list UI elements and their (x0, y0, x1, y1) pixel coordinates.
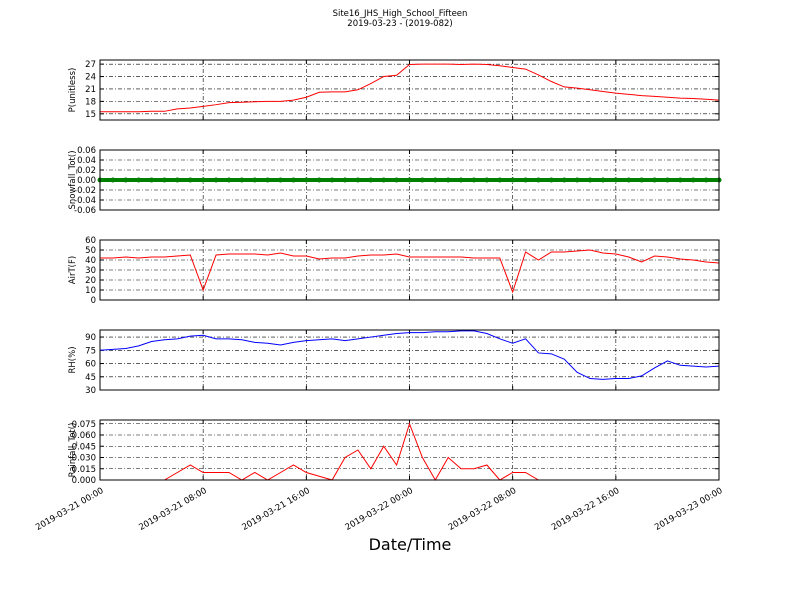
y-tick-label: 24 (85, 73, 96, 83)
data-point (497, 177, 503, 183)
plot-frame (99, 239, 720, 301)
y-tick-label: 21 (85, 85, 96, 95)
y-tick-label: -0.04 (74, 196, 96, 206)
data-point (587, 177, 593, 183)
y-tick-label: 20 (85, 276, 96, 286)
y-axis-label: P(unitless) (68, 68, 78, 113)
y-tick-label: 0.015 (72, 465, 96, 475)
data-point (174, 177, 180, 183)
plot-frame (99, 59, 720, 121)
data-point (535, 177, 541, 183)
y-tick-label: 30 (85, 266, 96, 276)
data-point (394, 177, 400, 183)
data-point (445, 177, 451, 183)
data-point (381, 177, 387, 183)
y-tick-label: 0.02 (77, 166, 96, 176)
x-axis-label: Date/Time (369, 535, 452, 554)
chart-title: Site16_JHS_High_School_Fifteen (333, 9, 468, 19)
y-tick-label: -0.06 (74, 206, 96, 216)
data-point (484, 177, 490, 183)
data-point (407, 177, 412, 183)
y-tick-label: 0.000 (72, 476, 96, 486)
data-point (600, 177, 606, 183)
data-point (123, 177, 129, 183)
data-point (677, 177, 683, 183)
y-tick-label: 40 (85, 256, 96, 266)
y-tick-label: 0.04 (77, 156, 96, 166)
data-point (110, 177, 116, 183)
data-point (471, 177, 477, 183)
data-point (252, 177, 258, 183)
data-point (200, 177, 206, 183)
data-point (652, 177, 658, 183)
y-tick-label: 45 (85, 373, 96, 383)
data-point (265, 177, 271, 183)
y-axis-label: AirT(F) (68, 256, 78, 284)
data-point (561, 177, 567, 183)
y-tick-label: 60 (85, 360, 96, 370)
y-tick-label: 0.045 (72, 442, 96, 452)
y-tick-label: 50 (85, 246, 96, 256)
data-point (432, 177, 438, 183)
plot-frame (99, 419, 720, 481)
data-point (458, 177, 464, 183)
y-axis-label: RH(%) (68, 346, 78, 373)
y-axis-label: Snowfall_Tot() (68, 150, 78, 209)
y-tick-label: 0.060 (72, 431, 96, 441)
data-point (355, 177, 361, 183)
data-point (639, 177, 645, 183)
data-point (368, 177, 374, 183)
data-point (226, 177, 232, 183)
data-point (329, 177, 335, 183)
data-point (703, 177, 709, 183)
y-tick-label: 75 (85, 346, 96, 356)
data-point (419, 177, 425, 183)
y-tick-label: 15 (85, 110, 96, 120)
y-tick-label: -0.02 (74, 186, 96, 196)
data-line (100, 63, 720, 113)
y-tick-label: 0.06 (77, 146, 96, 156)
data-point (278, 177, 284, 183)
data-point (626, 177, 632, 183)
data-point (136, 177, 142, 183)
y-tick-label: 0.075 (72, 420, 96, 430)
data-point (161, 177, 167, 183)
data-line (100, 249, 720, 294)
data-point (303, 177, 309, 183)
data-point (187, 177, 193, 183)
data-point (149, 177, 155, 183)
data-point (574, 177, 580, 183)
data-point (342, 177, 348, 183)
y-axis-label: Rainfall_Tot() (68, 423, 78, 478)
y-tick-label: 0.030 (72, 454, 96, 464)
data-point (613, 177, 619, 183)
data-point (290, 177, 296, 183)
data-point (548, 177, 554, 183)
data-point (690, 177, 696, 183)
y-tick-label: 90 (85, 333, 96, 343)
data-point (316, 177, 322, 183)
data-point (239, 177, 245, 183)
y-tick-label: 60 (85, 236, 96, 246)
data-line (99, 330, 720, 380)
plot-frame (99, 329, 720, 391)
y-tick-label: 27 (85, 60, 96, 70)
y-tick-label: 18 (85, 97, 96, 107)
data-point (213, 177, 219, 183)
data-point (664, 177, 670, 183)
y-tick-label: 30 (85, 386, 96, 396)
y-tick-label: 10 (85, 286, 96, 296)
y-tick-label: 0 (91, 296, 96, 306)
data-point (510, 177, 516, 183)
data-point (523, 177, 529, 183)
plot-frame (99, 149, 720, 211)
chart-subtitle: 2019-03-23 - (2019-082) (347, 19, 452, 29)
y-tick-label: 0.00 (77, 176, 96, 186)
